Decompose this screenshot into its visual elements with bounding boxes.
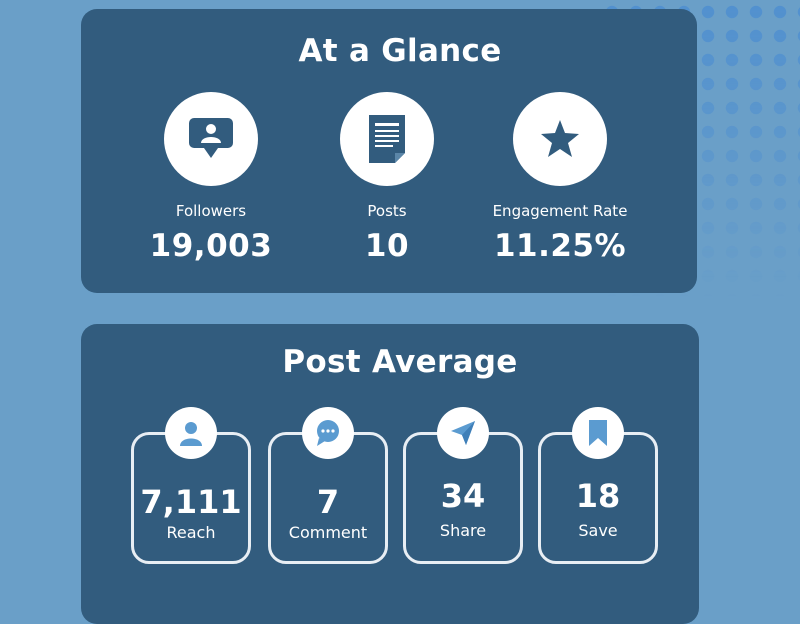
post-average-title: Post Average [282,344,518,380]
engagement-rate-value: 11.25% [493,228,627,264]
comment-value: 7 [316,483,340,521]
document-icon [369,115,405,163]
reach-badge [165,407,217,459]
comment-bubble-icon [317,420,339,446]
share-label: Share [439,521,487,540]
follower-chat-icon [189,118,233,158]
followers-stat: Followers 19,003 [121,92,301,264]
comment-metric-box: 7 Comment [268,407,388,564]
post-average-card [81,324,699,624]
followers-label: Followers [175,202,247,220]
comment-label: Comment [288,523,368,542]
person-icon [180,422,202,446]
save-label: Save [578,521,618,540]
engagement-rate-stat: Engagement Rate 11.25% [470,92,650,264]
star-icon [541,120,579,157]
send-icon [451,421,475,445]
save-value: 18 [575,477,621,515]
reach-metric-box: 7,111 Reach [131,407,251,564]
at-a-glance-title: At a Glance [298,33,502,69]
bookmark-icon [589,420,607,446]
posts-label: Posts [367,202,407,220]
reach-value: 7,111 [140,483,242,521]
comment-badge [302,407,354,459]
share-metric-box: 34 Share [403,407,523,564]
posts-icon-circle [340,92,434,186]
followers-icon-circle [164,92,258,186]
posts-stat: Posts 10 [297,92,477,264]
reach-label: Reach [166,523,216,542]
engagement-icon-circle [513,92,607,186]
posts-value: 10 [364,228,410,264]
share-badge [437,407,489,459]
engagement-rate-label: Engagement Rate [492,202,628,220]
save-badge [572,407,624,459]
save-metric-box: 18 Save [538,407,658,564]
followers-value: 19,003 [149,228,273,264]
share-value: 34 [440,477,486,515]
